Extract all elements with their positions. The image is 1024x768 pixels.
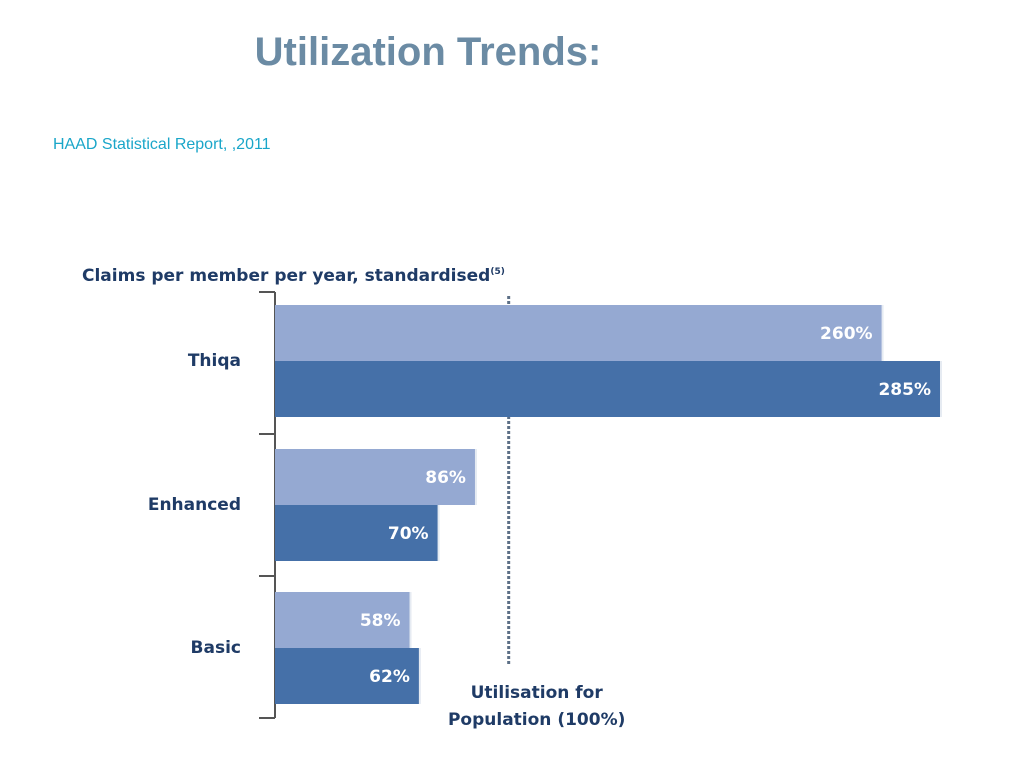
labels-layer: Thiqa 260% 285% Enhanced 86% 70% Basic 58% 62%: [148, 324, 931, 687]
bar: [275, 361, 941, 417]
page-title: Utilization Trends:: [254, 30, 602, 74]
data-label: 86%: [425, 468, 466, 488]
bars-layer: [275, 305, 942, 704]
data-label: 70%: [388, 524, 429, 544]
data-label: 285%: [878, 380, 931, 400]
bar: [275, 449, 476, 505]
bar: [275, 305, 883, 361]
category-label: Basic: [191, 638, 241, 658]
bar: [275, 648, 420, 704]
data-label: 58%: [360, 611, 401, 631]
chart-title: Claims per member per year, standardised…: [82, 266, 505, 286]
axis-layer: [259, 291, 276, 719]
chart-title-text: Claims per member per year, standardised: [82, 266, 490, 286]
category-label: Enhanced: [148, 495, 241, 515]
reference-line-label: Utilisation for: [471, 683, 604, 703]
chart-title-superscript: (5): [490, 267, 505, 277]
category-label: Thiqa: [188, 351, 241, 371]
bar: [275, 505, 439, 561]
data-label: 260%: [820, 324, 873, 344]
reference-line-label: Population (100%): [448, 710, 625, 730]
bar: [275, 592, 411, 648]
source-note: HAAD Statistical Report, ,2011: [53, 136, 271, 153]
data-label: 62%: [369, 667, 410, 687]
